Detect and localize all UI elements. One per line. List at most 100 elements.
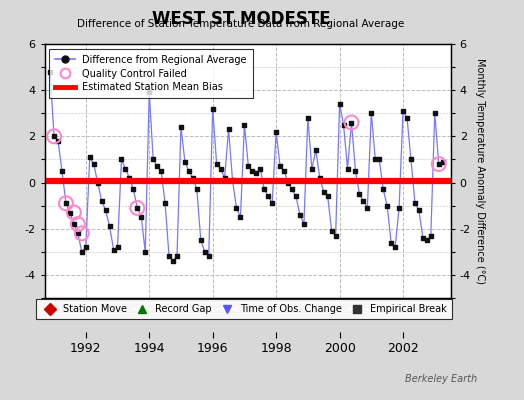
Point: [304, 115, 312, 121]
Point: [78, 249, 86, 255]
Point: [347, 119, 356, 126]
Point: [66, 209, 74, 216]
Point: [395, 205, 403, 211]
Point: [244, 163, 253, 170]
Point: [351, 168, 359, 174]
Text: Berkeley Earth: Berkeley Earth: [405, 374, 477, 384]
Point: [431, 110, 439, 116]
Point: [97, 198, 106, 204]
Point: [161, 200, 169, 206]
Point: [248, 168, 257, 174]
Point: [62, 200, 70, 206]
Point: [315, 175, 324, 181]
Point: [379, 186, 387, 193]
Point: [414, 207, 423, 214]
Point: [133, 205, 141, 211]
Legend: Difference from Regional Average, Quality Control Failed, Estimated Station Mean: Difference from Regional Average, Qualit…: [49, 49, 253, 98]
Point: [221, 175, 229, 181]
Point: [343, 166, 352, 172]
Point: [129, 186, 138, 193]
Point: [232, 205, 241, 211]
Point: [387, 239, 395, 246]
Point: [102, 207, 110, 214]
Point: [407, 156, 415, 163]
Point: [113, 244, 122, 250]
Point: [193, 186, 201, 193]
Point: [296, 212, 304, 218]
Point: [308, 166, 316, 172]
Point: [169, 258, 177, 264]
Point: [216, 166, 225, 172]
Point: [367, 110, 376, 116]
Point: [209, 106, 217, 112]
Point: [228, 177, 237, 184]
Point: [201, 249, 209, 255]
Point: [50, 133, 58, 140]
Point: [62, 200, 70, 206]
Point: [212, 161, 221, 167]
Point: [260, 186, 268, 193]
Point: [173, 253, 181, 260]
Point: [70, 209, 78, 216]
Point: [399, 108, 407, 114]
Text: WEST ST MODESTE: WEST ST MODESTE: [152, 10, 330, 28]
Point: [284, 179, 292, 186]
Point: [90, 161, 98, 167]
Point: [177, 124, 185, 130]
Point: [280, 168, 288, 174]
Point: [320, 188, 328, 195]
Point: [355, 191, 364, 197]
Point: [74, 221, 82, 227]
Point: [50, 133, 58, 140]
Point: [236, 214, 245, 220]
Point: [157, 168, 166, 174]
Point: [332, 232, 340, 239]
Point: [181, 158, 189, 165]
Point: [117, 156, 126, 163]
Point: [371, 156, 379, 163]
Point: [54, 138, 62, 144]
Point: [110, 246, 118, 253]
Point: [121, 166, 129, 172]
Point: [93, 179, 102, 186]
Point: [70, 221, 78, 227]
Point: [184, 168, 193, 174]
Point: [323, 193, 332, 200]
Point: [335, 101, 344, 107]
Point: [363, 205, 372, 211]
Point: [375, 156, 384, 163]
Point: [165, 253, 173, 260]
Point: [252, 170, 260, 176]
Point: [427, 232, 435, 239]
Point: [391, 244, 399, 250]
Point: [434, 161, 443, 167]
Point: [46, 68, 54, 75]
Point: [419, 235, 427, 241]
Point: [256, 166, 265, 172]
Y-axis label: Monthly Temperature Anomaly Difference (°C): Monthly Temperature Anomaly Difference (…: [475, 58, 485, 284]
Point: [264, 193, 272, 200]
Point: [272, 128, 280, 135]
Point: [196, 237, 205, 244]
Point: [224, 126, 233, 133]
Point: [141, 249, 149, 255]
Legend: Station Move, Record Gap, Time of Obs. Change, Empirical Break: Station Move, Record Gap, Time of Obs. C…: [36, 300, 452, 319]
Point: [423, 237, 431, 244]
Point: [58, 168, 66, 174]
Point: [78, 230, 86, 236]
Point: [145, 89, 154, 96]
Point: [189, 175, 197, 181]
Point: [268, 200, 276, 206]
Point: [383, 202, 391, 209]
Point: [292, 193, 300, 200]
Point: [133, 205, 141, 211]
Point: [153, 163, 161, 170]
Point: [85, 154, 94, 160]
Point: [439, 158, 447, 165]
Point: [288, 186, 296, 193]
Point: [312, 147, 320, 154]
Point: [240, 122, 248, 128]
Point: [434, 161, 443, 167]
Point: [74, 230, 82, 236]
Point: [340, 122, 348, 128]
